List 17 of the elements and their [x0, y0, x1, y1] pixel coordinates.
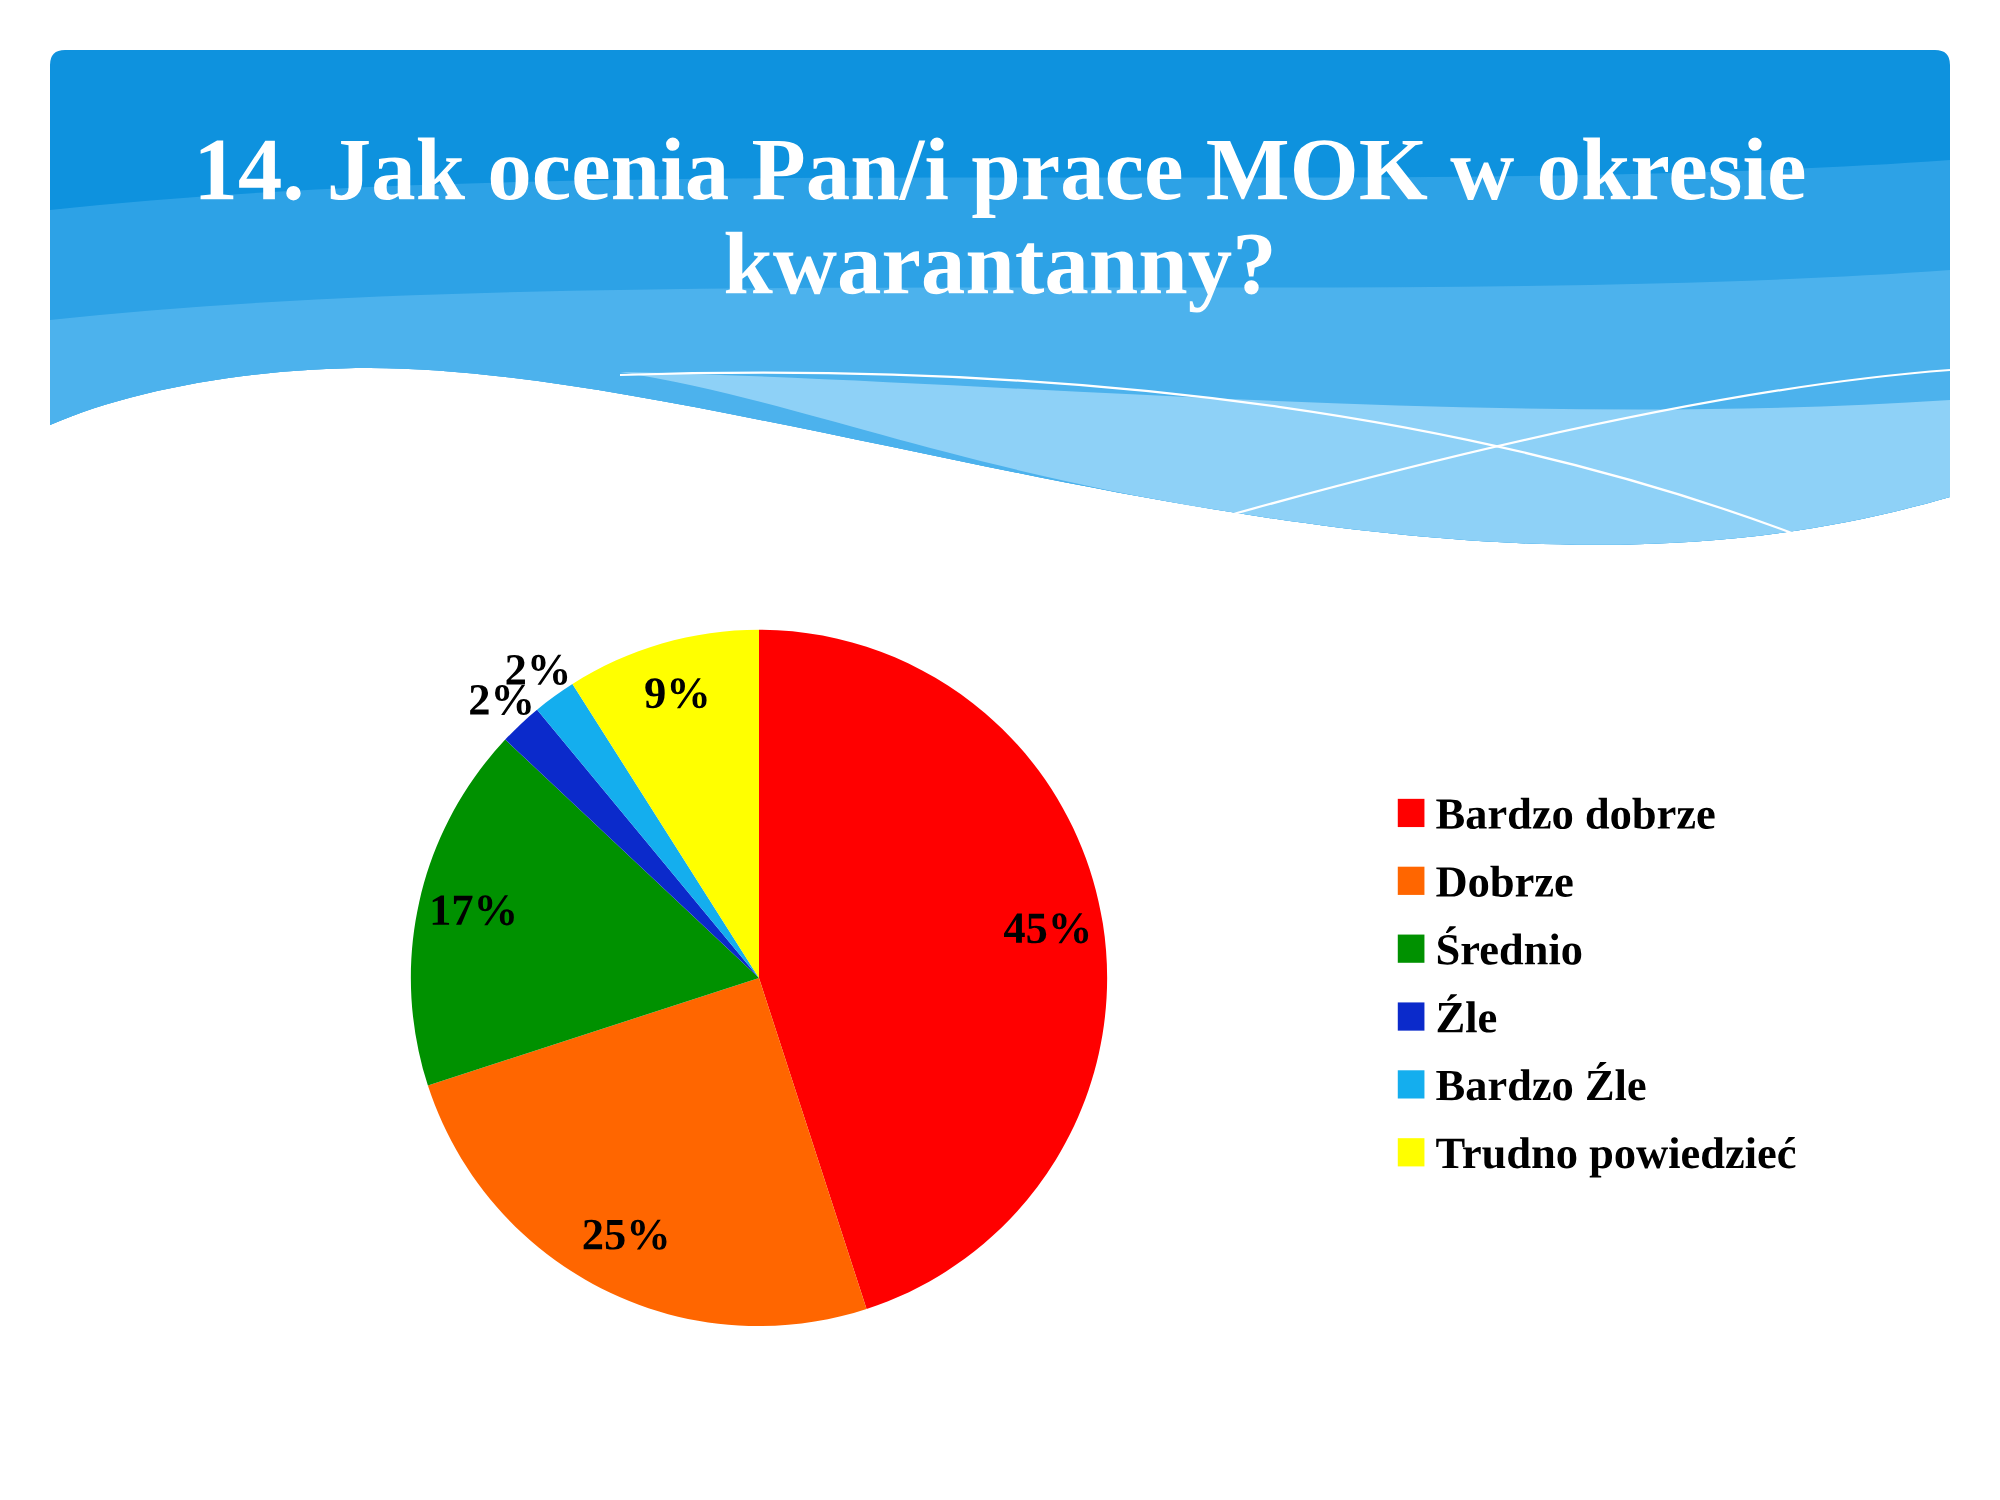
- legend-label: Źle: [1437, 994, 1497, 1033]
- pie-slice: [759, 629, 1108, 1310]
- legend-label: Trudno powiedzieć: [1436, 1137, 1796, 1178]
- legend-label: Bardzo Źle: [1436, 1062, 1646, 1101]
- data-label: 17%: [432, 895, 514, 926]
- data-label: 2%: [470, 684, 531, 716]
- legend-label: Dobrze: [1436, 865, 1573, 897]
- pie-slice: [410, 739, 759, 1086]
- pie-slice: [572, 629, 759, 978]
- pie-slice: [427, 977, 867, 1327]
- data-label: 45%: [1004, 913, 1089, 944]
- legend-label: Średnio: [1437, 926, 1582, 965]
- data-label: 2%: [506, 654, 568, 686]
- chart-title: 14. Jak ocenia Pan/i prace MOK w okresie kwarantanny?: [200, 137, 1805, 313]
- legend-label: Bardzo dobrze: [1436, 797, 1715, 830]
- data-label: 9%: [645, 678, 707, 709]
- data-label: 25%: [583, 1219, 667, 1250]
